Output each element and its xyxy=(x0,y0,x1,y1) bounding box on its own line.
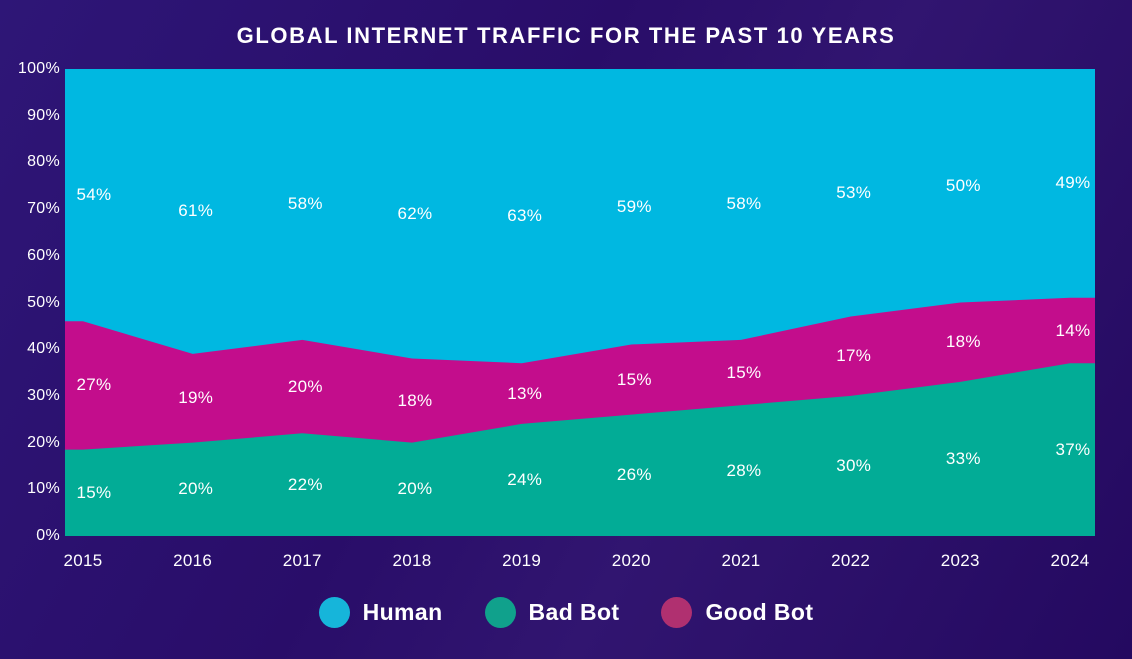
legend-label-good-bot: Good Bot xyxy=(705,599,814,625)
y-axis-tick: 70% xyxy=(27,200,60,218)
x-axis-label: 2016 xyxy=(173,551,213,570)
area-bad-bot xyxy=(65,363,1095,536)
data-label-human: 58% xyxy=(287,194,323,214)
data-label-bad-bot: 20% xyxy=(397,479,433,499)
legend-label-bad-bot: Bad Bot xyxy=(528,599,620,625)
legend-item-good-bot: Good Bot xyxy=(661,597,813,628)
data-label-good-bot: 13% xyxy=(507,383,543,403)
data-label-bad-bot: 28% xyxy=(726,460,762,480)
x-axis-label: 2020 xyxy=(611,551,651,570)
legend-item-human: Human xyxy=(318,597,443,628)
data-label-bad-bot: 15% xyxy=(76,482,112,502)
data-label-bad-bot: 20% xyxy=(178,479,214,499)
x-axis-label: 2022 xyxy=(831,551,871,570)
data-label-good-bot: 15% xyxy=(726,362,762,382)
data-label-human: 49% xyxy=(1055,173,1091,193)
data-label-good-bot: 18% xyxy=(945,332,981,352)
data-label-human: 62% xyxy=(397,203,433,223)
data-label-good-bot: 17% xyxy=(836,346,872,366)
x-axis-label: 2023 xyxy=(940,551,980,570)
data-label-good-bot: 18% xyxy=(397,390,433,410)
y-axis-tick: 50% xyxy=(27,293,60,311)
y-axis-tick: 30% xyxy=(27,386,60,404)
y-axis-tick: 20% xyxy=(27,433,60,451)
y-axis-tick: 60% xyxy=(27,246,60,264)
legend-swatch-human-icon xyxy=(318,597,350,628)
x-axis-label: 2017 xyxy=(282,551,322,570)
data-label-bad-bot: 37% xyxy=(1055,439,1091,459)
legend-label-human: Human xyxy=(362,599,443,625)
data-label-good-bot: 14% xyxy=(1055,320,1091,340)
y-axis-tick: 40% xyxy=(27,340,60,358)
legend-swatch-good-bot-icon xyxy=(661,597,693,628)
data-label-bad-bot: 33% xyxy=(945,448,981,468)
x-axis-label: 2019 xyxy=(502,551,542,570)
data-label-human: 63% xyxy=(507,206,543,226)
data-label-good-bot: 27% xyxy=(76,375,112,395)
data-label-human: 53% xyxy=(836,182,872,202)
data-label-bad-bot: 24% xyxy=(507,470,543,489)
data-label-human: 50% xyxy=(945,175,981,195)
y-axis-tick: 10% xyxy=(27,480,60,498)
data-label-good-bot: 15% xyxy=(616,369,652,389)
x-axis-label: 2024 xyxy=(1050,551,1090,570)
x-axis-label: 2018 xyxy=(392,551,432,570)
data-label-good-bot: 19% xyxy=(178,388,214,408)
y-axis-tick: 100% xyxy=(17,60,60,77)
legend-swatch-bad-bot-icon xyxy=(484,597,516,628)
data-label-bad-bot: 22% xyxy=(287,474,323,494)
data-label-human: 59% xyxy=(616,196,652,216)
data-label-good-bot: 20% xyxy=(287,376,323,396)
legend-item-bad-bot: Bad Bot xyxy=(484,597,620,628)
data-label-human: 54% xyxy=(76,185,112,205)
stacked-area-plot xyxy=(65,69,1095,536)
chart-title: GLOBAL INTERNET TRAFFIC FOR THE PAST 10 … xyxy=(236,23,896,48)
data-label-human: 61% xyxy=(178,201,214,221)
data-label-bad-bot: 26% xyxy=(616,465,652,485)
y-axis-tick: 90% xyxy=(27,106,60,124)
data-label-human: 58% xyxy=(726,194,762,214)
legend: Human Bad Bot Good Bot xyxy=(0,597,1132,628)
x-axis-label: 2021 xyxy=(721,551,761,570)
y-axis-tick: 0% xyxy=(36,527,60,544)
x-axis-label: 2015 xyxy=(63,551,103,570)
y-axis-tick: 80% xyxy=(27,153,60,171)
data-label-bad-bot: 30% xyxy=(836,455,872,475)
